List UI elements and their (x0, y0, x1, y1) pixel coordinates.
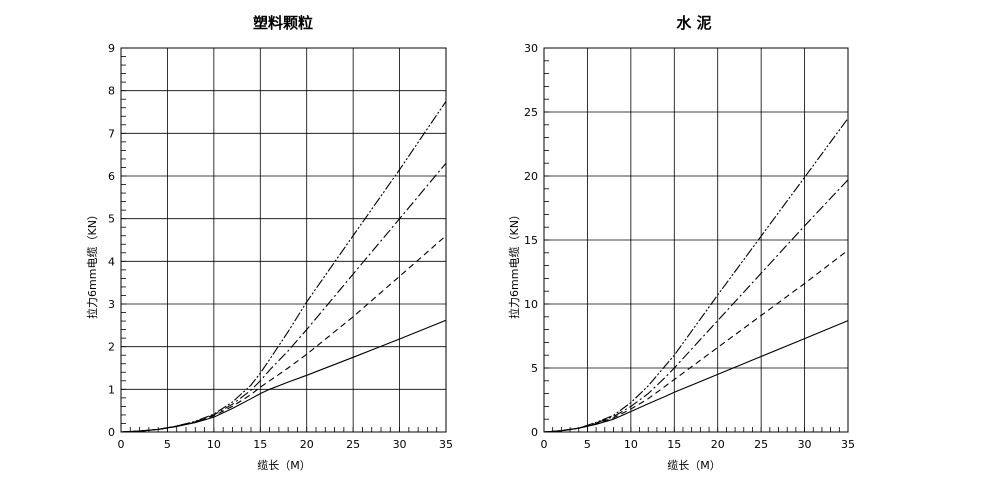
x-tick-label: 0 (541, 438, 548, 451)
x-tick-label: 25 (754, 438, 768, 451)
chart-ticks: 0 5 10 15 20 25 30 35 0 1 2 3 4 5 6 7 8 9 (108, 42, 453, 451)
series-line-dashed (543, 249, 849, 433)
chart-series (120, 100, 447, 433)
x-tick-label: 20 (711, 438, 725, 451)
y-tick-label: 5 (108, 213, 115, 226)
series-line-dashdot (543, 179, 849, 433)
chart-series (543, 118, 849, 433)
chart-ticks: 0 5 10 15 20 25 30 35 0 5 10 15 20 25 30 (524, 42, 855, 451)
x-tick-label: 15 (253, 438, 267, 451)
y-tick-label: 8 (108, 85, 115, 98)
plot-frame (120, 47, 447, 433)
y-tick-label: 5 (531, 362, 538, 375)
y-tick-label: 0 (108, 426, 115, 439)
chart-grid (120, 47, 447, 433)
y-tick-label: 9 (108, 42, 115, 55)
chart-plastic-pellets: 塑料颗粒 0 5 10 15 20 25 30 35 0 1 2 3 4 5 6 7 8 9 缆长（M） 拉力6m… (85, 14, 453, 472)
x-tick-label: 5 (584, 438, 591, 451)
y-axis-label: 拉力6mm电缆（KN） (507, 209, 521, 319)
x-tick-label: 10 (207, 438, 221, 451)
chart-grid (543, 47, 849, 433)
y-tick-label: 20 (524, 170, 538, 183)
x-axis-label: 缆长（M） (257, 459, 311, 472)
y-tick-label: 0 (531, 426, 538, 439)
series-line-dashed (120, 235, 447, 433)
x-tick-label: 5 (164, 438, 171, 451)
x-tick-label: 30 (798, 438, 812, 451)
x-tick-label: 20 (300, 438, 314, 451)
x-tick-label: 0 (118, 438, 125, 451)
chart-cement: 水 泥 0 5 10 15 20 25 30 35 0 5 10 15 20 25 30 缆长（M） 拉力6… (507, 14, 855, 472)
x-tick-label: 35 (439, 438, 453, 451)
chart-title: 塑料颗粒 (253, 14, 313, 32)
y-tick-label: 4 (108, 255, 115, 268)
y-tick-label: 6 (108, 170, 115, 183)
y-tick-label: 15 (524, 234, 538, 247)
y-tick-label: 10 (524, 298, 538, 311)
series-line-solid (120, 319, 447, 433)
x-tick-label: 15 (667, 438, 681, 451)
x-tick-label: 30 (393, 438, 407, 451)
series-line-dashdot (120, 162, 447, 433)
series-line-dashdotdot (120, 100, 447, 433)
y-tick-label: 2 (108, 341, 115, 354)
chart-title: 水 泥 (676, 14, 711, 32)
y-tick-label: 30 (524, 42, 538, 55)
y-axis-label: 拉力6mm电缆（KN） (85, 209, 99, 319)
x-tick-label: 25 (346, 438, 360, 451)
x-tick-label: 10 (624, 438, 638, 451)
y-tick-label: 3 (108, 298, 115, 311)
y-tick-label: 1 (108, 383, 115, 396)
x-tick-label: 35 (841, 438, 855, 451)
series-line-solid (543, 320, 849, 433)
y-tick-label: 25 (524, 106, 538, 119)
series-line-dashdotdot (543, 118, 849, 433)
x-axis-label: 缆长（M） (667, 459, 721, 472)
y-tick-label: 7 (108, 127, 115, 140)
